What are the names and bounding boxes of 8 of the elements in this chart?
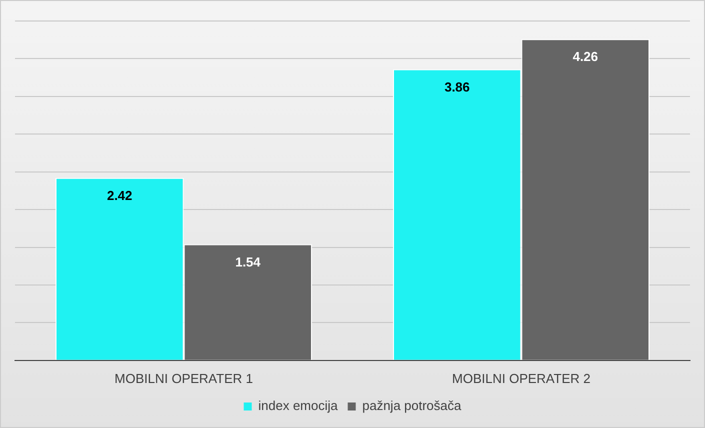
data-label: 3.86 (444, 79, 470, 94)
data-label: 1.54 (235, 254, 262, 270)
data-label: 2.42 (106, 188, 132, 203)
legend-label: index emocija (258, 398, 339, 414)
x-tick-label: MOBILNI OPERATER 1 (114, 370, 253, 386)
x-tick-label: MOBILNI OPERATER 2 (452, 370, 590, 386)
data-label: 4.26 (572, 49, 598, 64)
legend-label: pažnja potrošača (362, 398, 462, 414)
